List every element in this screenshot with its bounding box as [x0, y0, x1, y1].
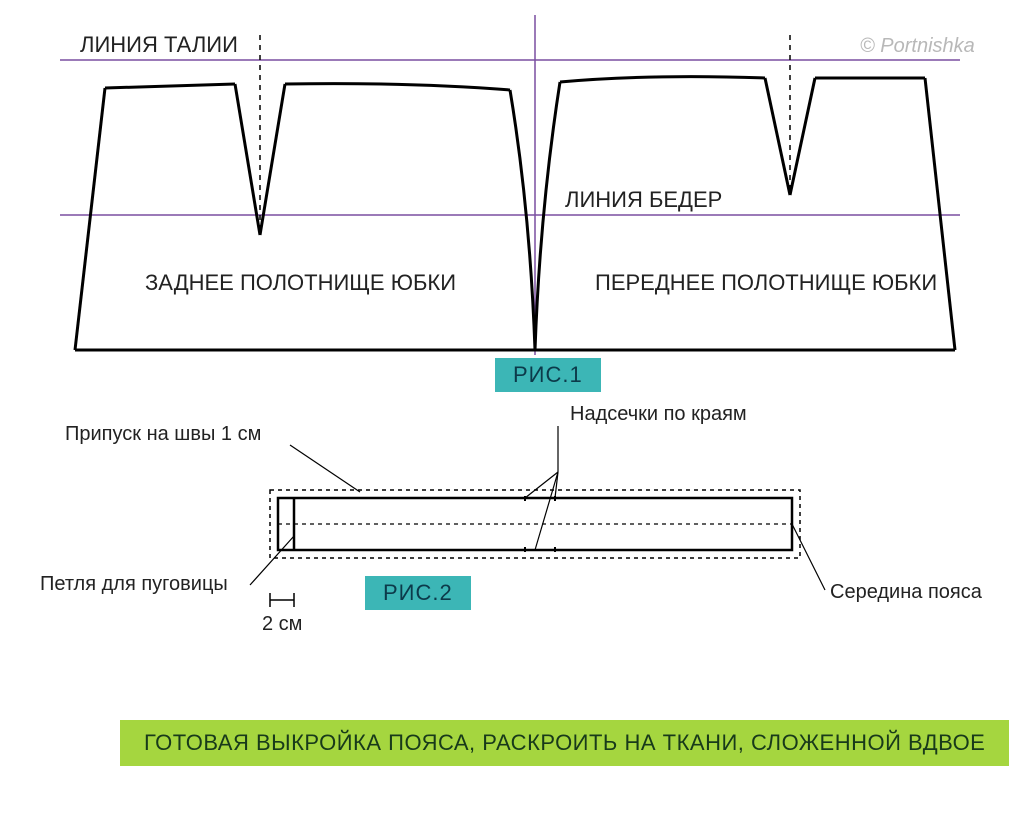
- watermark: © Portnishka: [860, 35, 975, 58]
- fig1-label: РИС.1: [495, 358, 601, 392]
- svg-text:ЗАДНЕЕ ПОЛОТНИЩЕ ЮБКИ: ЗАДНЕЕ ПОЛОТНИЩЕ ЮБКИ: [145, 270, 456, 295]
- svg-text:Середина пояса: Середина пояса: [830, 581, 983, 603]
- svg-text:ПЕРЕДНЕЕ ПОЛОТНИЩЕ ЮБКИ: ПЕРЕДНЕЕ ПОЛОТНИЩЕ ЮБКИ: [595, 270, 937, 295]
- svg-text:ЛИНИЯ ТАЛИИ: ЛИНИЯ ТАЛИИ: [80, 32, 238, 57]
- svg-text:Надсечки по краям: Надсечки по краям: [570, 403, 747, 425]
- svg-text:ЛИНИЯ БЕДЕР: ЛИНИЯ БЕДЕР: [565, 187, 722, 212]
- bottom-banner: ГОТОВАЯ ВЫКРОЙКА ПОЯСА, РАСКРОИТЬ НА ТКА…: [120, 720, 1009, 766]
- svg-text:2 см: 2 см: [262, 613, 302, 635]
- svg-text:Петля для пуговицы: Петля для пуговицы: [40, 573, 228, 595]
- sewing-diagram: ЛИНИЯ ТАЛИИ ЛИНИЯ БЕДЕР ЗАДНЕЕ ПОЛОТНИЩЕ Ю…: [0, 0, 1024, 832]
- fig2-label: РИС.2: [365, 576, 471, 610]
- svg-text:Припуск на швы 1 см: Припуск на швы 1 см: [65, 423, 261, 445]
